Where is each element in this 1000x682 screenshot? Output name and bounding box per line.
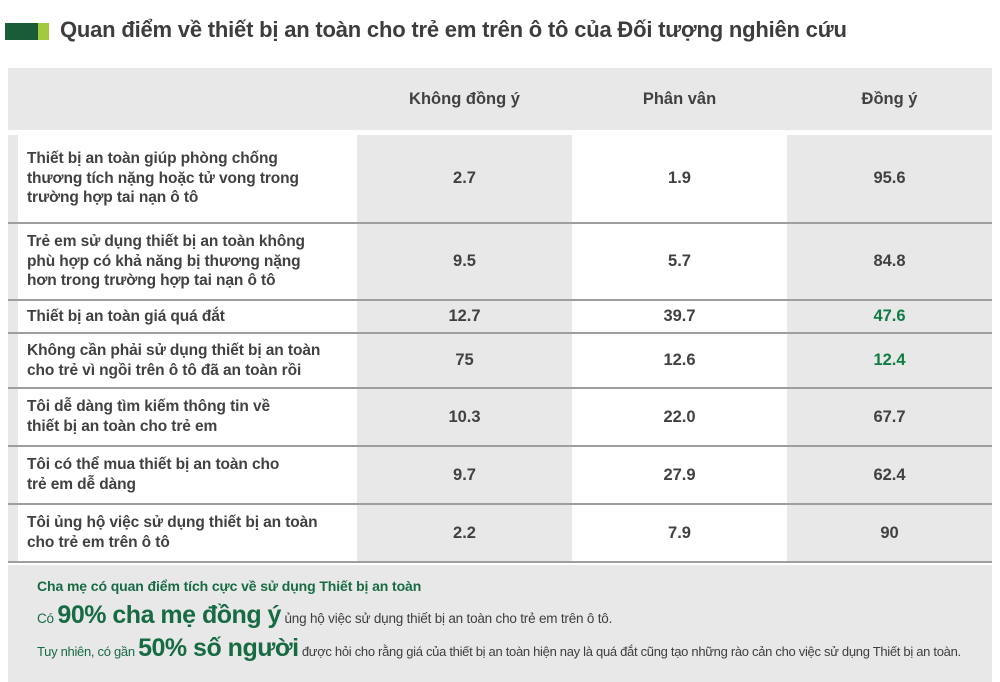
neutral-value: 1.9 — [572, 135, 787, 222]
disagree-value: 75 — [455, 351, 474, 369]
disagree-value: 9.7 — [453, 465, 476, 484]
table-row: Thiết bị an toàn giá quá đắt 12.7 39.7 4… — [8, 299, 992, 332]
neutral-value: 27.9 — [572, 447, 787, 503]
table-row: Không cần phải sử dụng thiết bị an toàn … — [8, 332, 992, 387]
header-body-divider — [8, 130, 992, 135]
agree-value-highlighted: 12.4 — [873, 351, 906, 369]
table-row: Trẻ em sử dụng thiết bị an toàn không ph… — [8, 222, 992, 299]
column-header-agree: Đồng ý — [861, 89, 918, 108]
table-row: Thiết bị an toàn giúp phòng chống thương… — [8, 135, 992, 222]
neutral-value: 39.7 — [572, 301, 787, 332]
agree-value: 67.7 — [873, 407, 906, 426]
column-header-neutral: Phân vân — [642, 89, 717, 108]
row-label: Tôi dễ dàng tìm kiếm thông tin về thiết … — [18, 389, 357, 445]
agree-value: 90 — [880, 523, 899, 542]
footer-line3-tail: được hỏi cho rằng giá của thiết bị an to… — [298, 644, 961, 659]
column-header-disagree: Không đồng ý — [409, 89, 520, 108]
disagree-value: 2.7 — [453, 169, 476, 187]
page-title: Quan điểm về thiết bị an toàn cho trẻ em… — [60, 17, 847, 42]
table-row: Tôi có thể mua thiết bị an toàn cho trẻ … — [8, 445, 992, 503]
title-bullet-dark-icon — [5, 23, 38, 40]
table-row: Tôi dễ dàng tìm kiếm thông tin về thiết … — [8, 387, 992, 445]
disagree-value: 9.5 — [453, 252, 476, 270]
table-body: Thiết bị an toàn giúp phòng chống thương… — [8, 135, 992, 563]
neutral-value: 7.9 — [572, 505, 787, 561]
attitudes-table: Không đồng ý Phân vân Đồng ý Thiết bị an… — [8, 68, 992, 563]
disagree-value: 2.2 — [453, 523, 476, 542]
summary-footer: Cha mẹ có quan điểm tích cực về sử dụng … — [8, 565, 992, 682]
disagree-value: 12.7 — [448, 307, 481, 325]
neutral-value: 12.6 — [572, 334, 787, 387]
footer-statement-price: Tuy nhiên, có gần 50% số người được hỏi … — [37, 634, 972, 663]
row-label: Thiết bị an toàn giá quá đắt — [18, 301, 357, 332]
footer-line2-lead: Có — [37, 611, 58, 626]
footer-line2-highlight: 90% cha mẹ đồng ý — [57, 601, 281, 629]
agree-value: 62.4 — [873, 465, 906, 484]
agree-value: 84.8 — [873, 252, 906, 270]
neutral-value: 5.7 — [572, 224, 787, 299]
agree-value-highlighted: 47.6 — [873, 307, 906, 325]
footer-headline: Cha mẹ có quan điểm tích cực về sử dụng … — [37, 578, 422, 594]
footer-line2-tail: ủng hộ việc sử dụng thiết bị an toàn cho… — [280, 611, 613, 626]
agree-value: 95.6 — [873, 169, 906, 187]
disagree-value: 10.3 — [448, 407, 481, 426]
footer-statement-agree: Có 90% cha mẹ đồng ý ủng hộ việc sử dụng… — [37, 601, 972, 630]
row-label: Thiết bị an toàn giúp phòng chống thương… — [18, 135, 357, 222]
title-bullet-light-icon — [38, 23, 49, 40]
footer-line3-lead: Tuy nhiên, có gần — [37, 644, 139, 659]
row-label: Tôi có thể mua thiết bị an toàn cho trẻ … — [18, 447, 357, 503]
table-row: Tôi ủng hộ việc sử dụng thiết bị an toàn… — [8, 503, 992, 561]
row-label: Không cần phải sử dụng thiết bị an toàn … — [18, 334, 357, 387]
footer-line3-highlight: 50% số người — [138, 634, 299, 662]
row-label: Trẻ em sử dụng thiết bị an toàn không ph… — [18, 224, 357, 299]
table-header-row: Không đồng ý Phân vân Đồng ý — [8, 68, 992, 130]
row-label: Tôi ủng hộ việc sử dụng thiết bị an toàn… — [18, 505, 357, 561]
neutral-value: 22.0 — [572, 389, 787, 445]
